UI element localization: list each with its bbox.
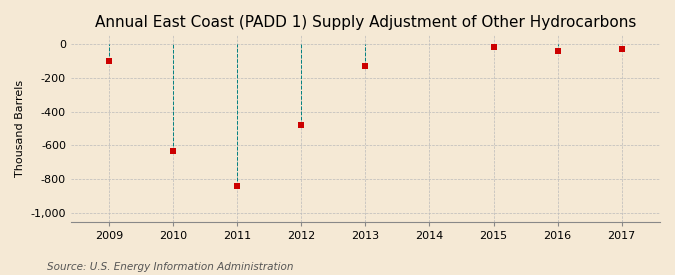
Point bbox=[488, 45, 499, 50]
Text: Source: U.S. Energy Information Administration: Source: U.S. Energy Information Administ… bbox=[47, 262, 294, 272]
Point bbox=[360, 64, 371, 68]
Point bbox=[552, 49, 563, 54]
Point bbox=[616, 47, 627, 51]
Title: Annual East Coast (PADD 1) Supply Adjustment of Other Hydrocarbons: Annual East Coast (PADD 1) Supply Adjust… bbox=[95, 15, 636, 30]
Point bbox=[296, 123, 307, 127]
Point bbox=[104, 59, 115, 63]
Y-axis label: Thousand Barrels: Thousand Barrels bbox=[15, 80, 25, 177]
Point bbox=[168, 149, 179, 154]
Point bbox=[232, 184, 243, 188]
